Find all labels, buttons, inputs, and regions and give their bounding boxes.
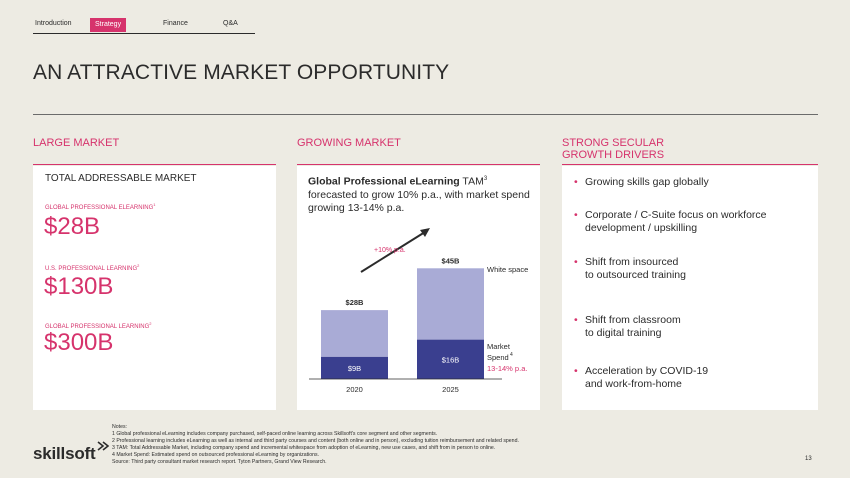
footnote-line: 3 TAM: Total Addressable Market, includi…	[112, 445, 496, 451]
tam-heading: TOTAL ADDRESSABLE MARKET	[45, 173, 197, 184]
driver-item: Shift from classroom to digital training	[574, 314, 809, 340]
driver-line: Growing skills gap globally	[585, 176, 709, 188]
tam-label-text: U.S. PROFESSIONAL LEARNING	[45, 266, 138, 272]
tam-label-text: GLOBAL PROFESSIONAL ELEARNING	[45, 205, 154, 211]
tab-qa[interactable]: Q&A	[223, 20, 238, 27]
title-divider	[33, 114, 818, 115]
section-title-secular-drivers: STRONG SECULAR GROWTH DRIVERS	[562, 137, 664, 161]
logo-chevron-icon	[97, 441, 110, 451]
tam-value-us-learning: $130B	[44, 273, 114, 300]
tam-label-global-elearning: GLOBAL PROFESSIONAL ELEARNING1	[45, 202, 156, 211]
growth-annotation: +10% p.a.	[374, 247, 406, 254]
section-divider-growing	[297, 164, 540, 165]
section-title-large-market: LARGE MARKET	[33, 137, 120, 149]
growing-headline-bold: Global Professional eLearning	[308, 175, 460, 188]
tab-introduction[interactable]: Introduction	[35, 20, 72, 27]
growing-headline-rest: TAM	[459, 175, 484, 188]
growing-market-panel: Global Professional eLearning TAM3 forec…	[297, 166, 540, 410]
driver-line: Corporate / C-Suite focus on workforce	[585, 209, 767, 221]
bar-market-spend-2025	[417, 339, 484, 379]
bar-white-space-2025	[417, 268, 484, 340]
section-title-growing-market: GROWING MARKET	[297, 137, 401, 149]
page-title: AN ATTRACTIVE MARKET OPPORTUNITY	[33, 61, 450, 84]
section-divider-secular	[562, 164, 818, 165]
bar-segment-label: $16B	[442, 355, 460, 364]
legend-market-growth: 13-14% p.a.	[487, 364, 527, 373]
section-title-line: GROWTH DRIVERS	[562, 149, 665, 161]
section-nav: Introduction Strategy Finance Q&A	[33, 18, 255, 34]
driver-line: development / upskilling	[585, 222, 698, 234]
footnote-line: 1 Global professional eLearning includes…	[112, 431, 438, 437]
footnote-line: Source: Third party consultant market re…	[112, 459, 327, 465]
driver-item: Corporate / C-Suite focus on workforce d…	[574, 209, 809, 235]
legend-white-space: White space	[487, 265, 528, 274]
driver-item: Growing skills gap globally	[574, 176, 809, 189]
bar-total-label: $28B	[346, 298, 365, 307]
x-tick-label: 2025	[442, 385, 459, 394]
tam-label-sup: 2	[137, 263, 140, 268]
tam-label-sup: 1	[153, 202, 156, 207]
driver-line: to outsourced training	[585, 269, 686, 281]
growing-headline-sup: 3	[483, 176, 488, 182]
tam-value-global-learning: $300B	[44, 329, 114, 356]
tab-strategy[interactable]: Strategy	[90, 18, 127, 32]
section-divider-large	[33, 164, 276, 165]
tam-label-sup: 2	[149, 321, 152, 326]
driver-line: to digital training	[585, 327, 662, 339]
tam-label-text: GLOBAL PROFESSIONAL LEARNING	[45, 324, 150, 330]
footnote-line: Notes:	[112, 424, 127, 430]
page-number: 13	[805, 456, 812, 462]
tam-value-global-elearning: $28B	[44, 213, 101, 240]
driver-item: Acceleration by COVID-19 and work-from-h…	[574, 365, 809, 391]
skillsoft-logo: skillsoft	[33, 441, 110, 464]
footnotes: Notes: 1 Global professional eLearning i…	[112, 424, 519, 466]
driver-line: Shift from classroom	[585, 314, 681, 326]
footnote-line: 2 Professional learning includes eLearni…	[112, 438, 519, 444]
x-tick-label: 2020	[346, 385, 363, 394]
growing-subtext: forecasted to grow 10% p.a., with market…	[308, 188, 530, 214]
tam-label-global-learning: GLOBAL PROFESSIONAL LEARNING2	[45, 321, 152, 330]
driver-line: and work-from-home	[585, 378, 682, 390]
tab-finance[interactable]: Finance	[163, 20, 188, 27]
legend-market-spend-sup: 4	[510, 352, 513, 358]
bar-white-space-2020	[321, 310, 388, 357]
legend-market-spend-line2: Spend	[487, 353, 509, 362]
tam-label-us-learning: U.S. PROFESSIONAL LEARNING2	[45, 263, 139, 272]
driver-item: Shift from insourced to outsourced train…	[574, 256, 809, 282]
growing-headline: Global Professional eLearning TAM3 forec…	[308, 173, 538, 215]
bar-total-label: $45B	[442, 256, 461, 265]
growth-arrow-line	[360, 231, 426, 273]
growth-arrow-head	[420, 228, 430, 237]
driver-line: Acceleration by COVID-19	[585, 365, 709, 377]
bar-segment-label: $9B	[348, 364, 361, 373]
bar-market-spend-2020	[321, 356, 388, 379]
market-growth-chart: $9B $28B 2020 $16B $45B 2025 +10% p.a. White sp…	[309, 228, 528, 394]
legend-market-spend: Market	[487, 342, 511, 351]
logo-text: skillsoft	[33, 444, 96, 463]
tam-panel: TOTAL ADDRESSABLE MARKET GLOBAL PROFESSI…	[33, 166, 276, 410]
footnote-line: 4 Market Spend: Estimated spend on outso…	[112, 452, 320, 458]
section-title-line: STRONG SECULAR	[562, 137, 665, 149]
drivers-panel: Growing skills gap globally Corporate / …	[562, 166, 818, 410]
driver-line: Shift from insourced	[585, 256, 679, 268]
